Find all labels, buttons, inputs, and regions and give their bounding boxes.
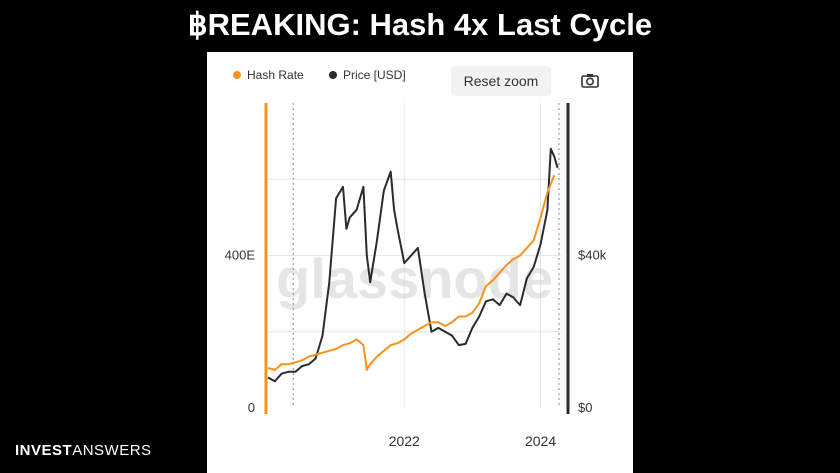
legend-dot-price <box>329 71 337 79</box>
x-tick-2024: 2024 <box>525 433 556 449</box>
y-left-tick-400E: 400E <box>225 248 256 263</box>
legend-dot-hash-rate <box>233 71 241 79</box>
headline: ฿REAKING: Hash 4x Last Cycle <box>187 7 653 42</box>
series-line-price <box>267 147 559 383</box>
watermark-text: glassnode <box>276 247 553 310</box>
y-right-tick-$40k: $40k <box>578 248 607 263</box>
y-left-tick-0: 0 <box>248 400 255 415</box>
x-tick-2022: 2022 <box>389 433 420 449</box>
legend-item-hash-rate[interactable]: Hash Rate <box>233 68 304 82</box>
brand-logo-bold: INVEST <box>15 442 73 459</box>
legend-item-price[interactable]: Price [USD] <box>329 68 406 82</box>
y-right-tick-$0: $0 <box>578 400 592 415</box>
legend-label-hash-rate: Hash Rate <box>247 68 304 82</box>
reset-zoom-button[interactable]: Reset zoom <box>451 66 551 96</box>
series-line-hash-rate <box>267 175 556 371</box>
camera-icon[interactable] <box>579 70 601 92</box>
brand-logo-light: ANSWERS <box>72 442 152 459</box>
brand-logo: INVESTANSWERS <box>15 442 152 459</box>
legend-label-price: Price [USD] <box>343 68 406 82</box>
